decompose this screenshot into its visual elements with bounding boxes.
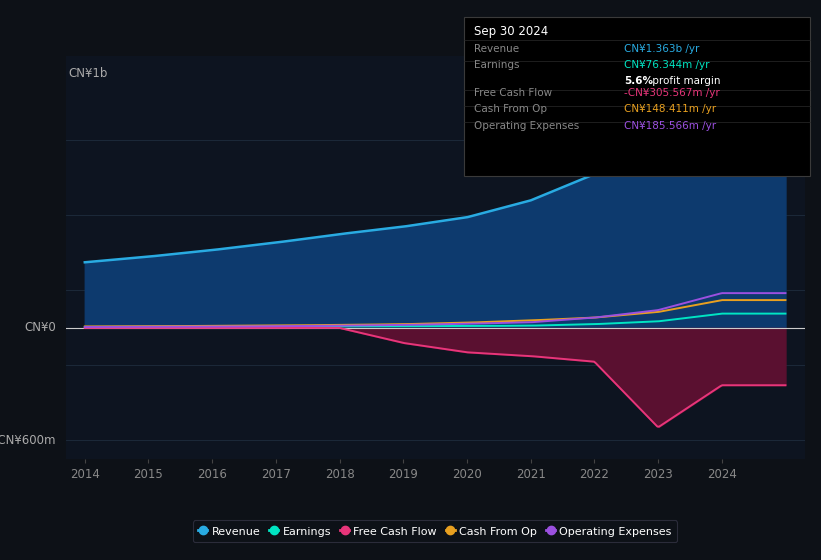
Text: -CN¥305.567m /yr: -CN¥305.567m /yr bbox=[624, 88, 720, 99]
Text: Revenue: Revenue bbox=[474, 44, 519, 54]
Text: CN¥0: CN¥0 bbox=[25, 321, 56, 334]
Text: profit margin: profit margin bbox=[649, 76, 720, 86]
Text: Operating Expenses: Operating Expenses bbox=[474, 120, 579, 130]
Text: Sep 30 2024: Sep 30 2024 bbox=[474, 25, 548, 38]
Text: 5.6%: 5.6% bbox=[624, 76, 653, 86]
Text: Cash From Op: Cash From Op bbox=[474, 104, 547, 114]
Text: Free Cash Flow: Free Cash Flow bbox=[474, 88, 552, 99]
Text: CN¥1b: CN¥1b bbox=[69, 67, 108, 81]
Legend: Revenue, Earnings, Free Cash Flow, Cash From Op, Operating Expenses: Revenue, Earnings, Free Cash Flow, Cash … bbox=[193, 520, 677, 542]
Text: CN¥1.363b /yr: CN¥1.363b /yr bbox=[624, 44, 699, 54]
Text: Earnings: Earnings bbox=[474, 60, 519, 70]
Text: CN¥185.566m /yr: CN¥185.566m /yr bbox=[624, 120, 716, 130]
Text: CN¥148.411m /yr: CN¥148.411m /yr bbox=[624, 104, 716, 114]
Text: CN¥76.344m /yr: CN¥76.344m /yr bbox=[624, 60, 709, 70]
Text: -CN¥600m: -CN¥600m bbox=[0, 434, 56, 447]
